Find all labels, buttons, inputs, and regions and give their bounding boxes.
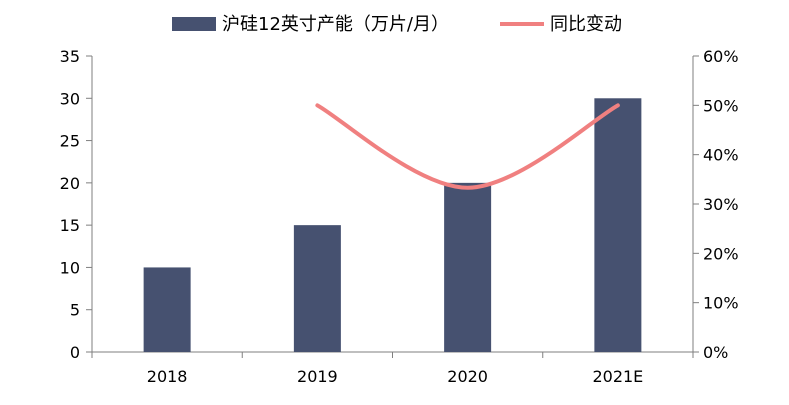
y-tick-label-right: 20% — [703, 244, 739, 263]
line-series-path — [315, 103, 620, 190]
y-tick-label-right: 10% — [703, 294, 739, 313]
y-tick-label-left: 10 — [60, 258, 80, 277]
y-tick-label-right: 50% — [703, 96, 739, 115]
y-tick-label-left: 0 — [70, 343, 80, 362]
bar — [594, 98, 642, 353]
x-tick-label: 2018 — [147, 367, 188, 386]
bar — [444, 182, 492, 352]
x-tick-labels: 2018 2019 2020 2021E — [147, 367, 644, 386]
legend-label-line: 同比变动 — [550, 14, 622, 35]
y-tick-label-left: 35 — [60, 47, 80, 66]
legend-swatch-bar — [172, 17, 216, 31]
y-tick-label-left: 25 — [60, 132, 80, 151]
bars-layer — [143, 98, 642, 353]
y-tick-label-left: 15 — [60, 216, 80, 235]
y-tick-label-right: 40% — [703, 146, 739, 165]
axes: 0 5 10 15 20 25 30 35 0% 10% 20% 30% 40% 50% 60% — [60, 47, 739, 362]
legend: 沪硅12英寸产能（万片/月） 同比变动 — [172, 14, 622, 35]
y-tick-label-right: 0% — [703, 343, 728, 362]
y-tick-label-left: 20 — [60, 174, 80, 193]
y-tick-label-right: 60% — [703, 47, 739, 66]
x-tick-label: 2021E — [592, 367, 643, 386]
bar — [143, 267, 191, 352]
y-tick-label-right: 30% — [703, 195, 739, 214]
y-tick-label-left: 30 — [60, 89, 80, 108]
legend-label-bar: 沪硅12英寸产能（万片/月） — [222, 14, 449, 35]
bar — [293, 225, 341, 352]
x-tick-label: 2019 — [297, 367, 338, 386]
y-tick-label-left: 5 — [70, 301, 80, 320]
x-tick-label: 2020 — [447, 367, 488, 386]
